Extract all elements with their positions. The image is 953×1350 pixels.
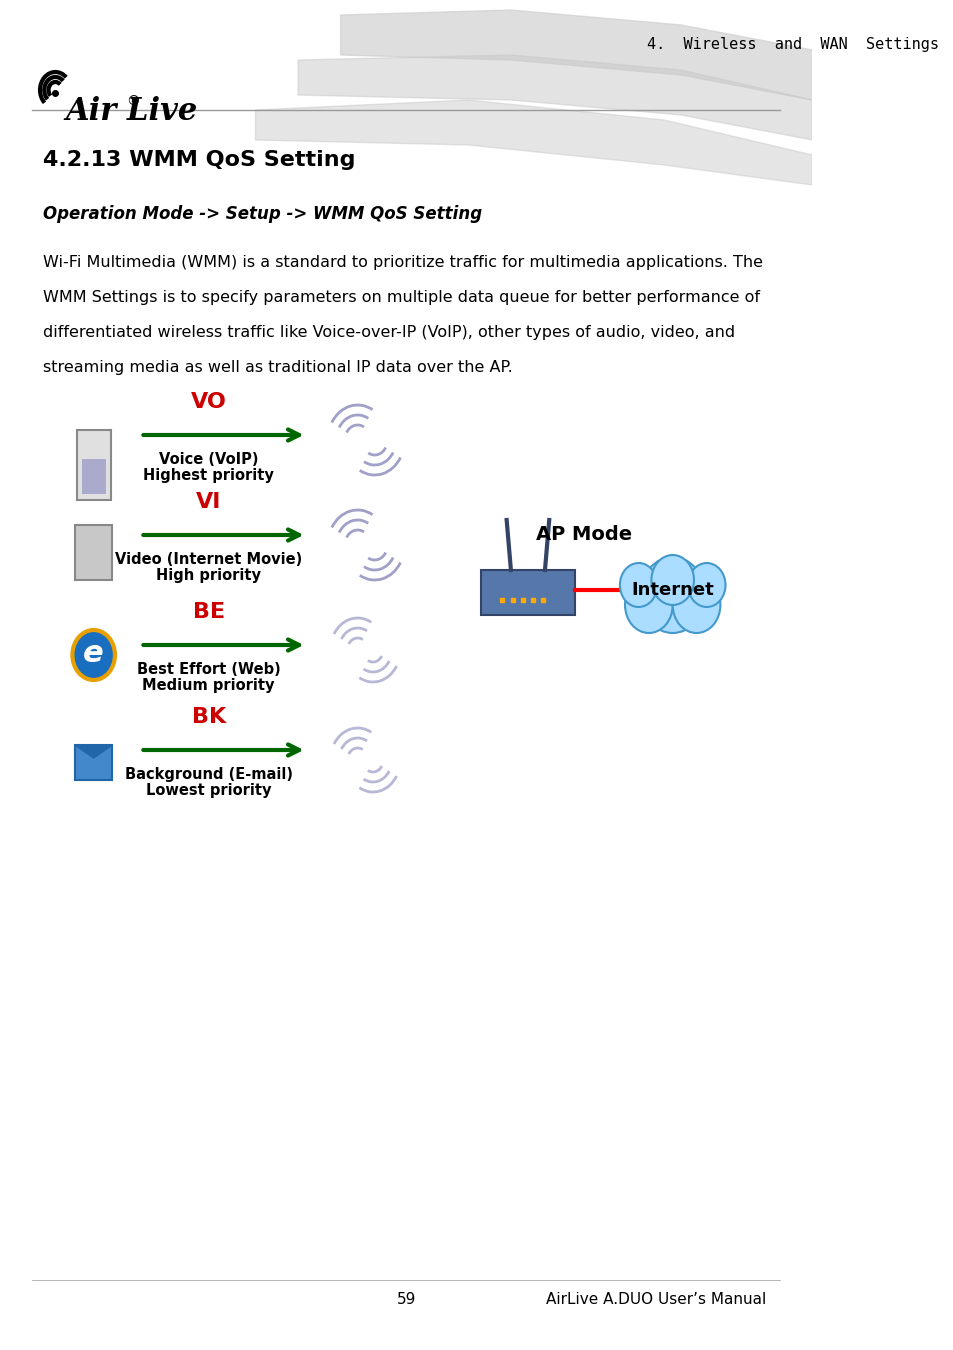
- Polygon shape: [75, 745, 112, 757]
- Text: streaming media as well as traditional IP data over the AP.: streaming media as well as traditional I…: [43, 360, 512, 375]
- Text: Medium priority: Medium priority: [142, 678, 274, 693]
- Text: 4.2.13 WMM QoS Setting: 4.2.13 WMM QoS Setting: [43, 150, 355, 170]
- Text: Lowest priority: Lowest priority: [146, 783, 271, 798]
- Text: Best Effort (Web): Best Effort (Web): [136, 662, 280, 676]
- Text: Highest priority: Highest priority: [143, 468, 274, 483]
- Text: Voice (VoIP): Voice (VoIP): [159, 452, 258, 467]
- Text: Video (Internet Movie): Video (Internet Movie): [115, 552, 302, 567]
- Circle shape: [624, 576, 672, 633]
- Bar: [75, 745, 112, 780]
- Text: differentiated wireless traffic like Voice-over-IP (VoIP), other types of audio,: differentiated wireless traffic like Voi…: [43, 325, 734, 340]
- Text: VI: VI: [195, 491, 221, 512]
- Circle shape: [72, 630, 114, 680]
- Text: Internet: Internet: [631, 580, 714, 599]
- Text: AirLive A.DUO User’s Manual: AirLive A.DUO User’s Manual: [545, 1292, 765, 1308]
- Text: ®: ®: [126, 95, 140, 109]
- Bar: [480, 570, 574, 616]
- Text: Wi-Fi Multimedia (WMM) is a standard to prioritize traffic for multimedia applic: Wi-Fi Multimedia (WMM) is a standard to …: [43, 255, 761, 270]
- Text: BE: BE: [193, 602, 225, 622]
- Text: VO: VO: [191, 392, 226, 412]
- Text: e: e: [83, 639, 104, 667]
- Bar: [82, 459, 106, 494]
- Bar: [75, 525, 112, 580]
- Text: WMM Settings is to specify parameters on multiple data queue for better performa: WMM Settings is to specify parameters on…: [43, 290, 759, 305]
- Circle shape: [651, 555, 693, 605]
- Text: BK: BK: [192, 707, 226, 728]
- Circle shape: [619, 563, 657, 608]
- Polygon shape: [255, 100, 812, 185]
- Text: 59: 59: [396, 1292, 416, 1308]
- Circle shape: [672, 576, 720, 633]
- Circle shape: [639, 558, 704, 633]
- Polygon shape: [340, 9, 812, 100]
- Text: Air Live: Air Live: [66, 96, 197, 127]
- Text: Background (E-mail): Background (E-mail): [125, 767, 293, 782]
- Circle shape: [687, 563, 724, 608]
- Text: High priority: High priority: [156, 568, 261, 583]
- Polygon shape: [297, 55, 812, 140]
- Text: Operation Mode -> Setup -> WMM QoS Setting: Operation Mode -> Setup -> WMM QoS Setti…: [43, 205, 481, 223]
- Bar: [76, 431, 111, 500]
- Text: AP Mode: AP Mode: [536, 525, 632, 544]
- Text: 4.  Wireless  and  WAN  Settings: 4. Wireless and WAN Settings: [646, 38, 938, 53]
